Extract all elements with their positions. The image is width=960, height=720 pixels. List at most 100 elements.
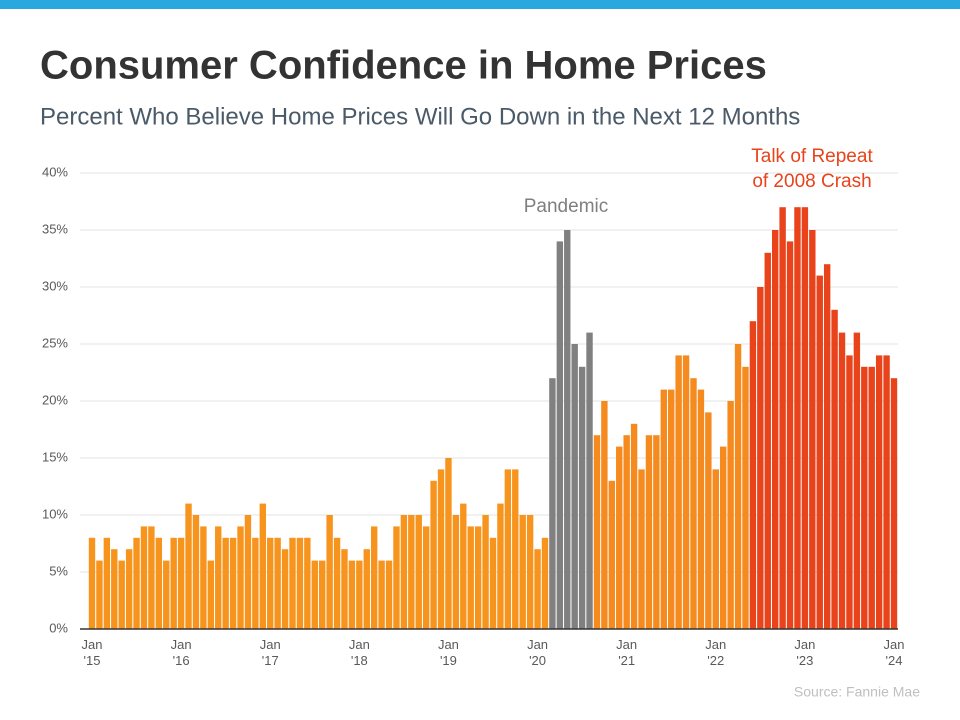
bar [460, 503, 467, 629]
chart-subtitle: Percent Who Believe Home Prices Will Go … [40, 103, 800, 130]
bar [356, 560, 363, 629]
bar [289, 537, 296, 629]
bar [267, 537, 274, 629]
bar [838, 332, 846, 629]
x-tick-label: Jan '19 [438, 637, 459, 668]
bar [883, 355, 890, 629]
x-tick-label: Jan '24 [884, 637, 905, 668]
bar [875, 355, 883, 629]
bar [519, 515, 526, 629]
chart-title: Consumer Confidence in Home Prices [40, 44, 767, 88]
bar [408, 515, 415, 629]
bar [229, 537, 237, 629]
bar [720, 446, 727, 629]
bar [742, 366, 749, 629]
bar [326, 515, 333, 629]
y-tick-label: 35% [42, 221, 68, 236]
bar [623, 435, 630, 629]
bar [400, 515, 408, 629]
bar [653, 435, 660, 629]
bar [88, 537, 96, 629]
y-tick-label: 0% [49, 620, 68, 635]
bar [378, 560, 385, 629]
bar [489, 537, 497, 629]
bar [541, 537, 549, 629]
x-tick-label: Jan '16 [171, 637, 192, 668]
bar [564, 230, 571, 629]
bar [177, 537, 185, 629]
bar [779, 207, 786, 629]
bar [764, 252, 771, 630]
bar [133, 537, 140, 629]
bar [207, 560, 215, 629]
bar [118, 560, 125, 629]
bar [809, 230, 816, 629]
bar [430, 480, 437, 629]
bar [608, 480, 616, 629]
bar [437, 469, 445, 629]
bar [259, 503, 266, 629]
bar [816, 275, 823, 629]
bar [415, 515, 422, 629]
bar [200, 526, 207, 629]
y-tick-label: 40% [42, 164, 68, 179]
bar [660, 389, 667, 629]
bar [385, 560, 393, 629]
bar [638, 469, 645, 629]
bar [868, 366, 875, 629]
bar [616, 446, 623, 629]
bar [125, 549, 133, 629]
bar [237, 526, 244, 629]
bar [348, 560, 356, 629]
bar [675, 355, 682, 629]
bar [578, 366, 586, 629]
annotation: of 2008 Crash [752, 171, 871, 192]
bar [727, 401, 734, 629]
bar [549, 378, 556, 629]
y-tick-label: 30% [42, 278, 68, 293]
x-tick-label: Jan '15 [82, 637, 103, 668]
bar [697, 389, 705, 629]
bar [668, 389, 675, 629]
bar [222, 537, 229, 629]
annotation: Pandemic [524, 196, 609, 217]
bar [831, 309, 838, 629]
bar [96, 560, 103, 629]
bar [281, 549, 289, 629]
bar [682, 355, 690, 629]
bar [861, 366, 868, 629]
bar [467, 526, 474, 629]
bar [497, 503, 504, 629]
bar [170, 537, 177, 629]
bar [319, 560, 326, 629]
bar [586, 332, 593, 629]
bar [363, 549, 370, 629]
bar [304, 537, 311, 629]
bar [601, 401, 608, 629]
bar [571, 344, 578, 629]
bar [690, 378, 697, 629]
bar [192, 515, 200, 629]
bar [422, 526, 430, 629]
bar [333, 537, 341, 629]
bar [890, 378, 898, 629]
bar [252, 537, 259, 629]
bar [274, 537, 281, 629]
bar [148, 526, 155, 629]
bar [512, 469, 519, 629]
bar [155, 537, 163, 629]
bar [163, 560, 170, 629]
bar [370, 526, 378, 629]
x-tick-label: Jan '22 [705, 637, 726, 668]
bar [630, 423, 638, 629]
bar [757, 287, 764, 629]
bar [801, 207, 809, 629]
x-tick-label: Jan '23 [794, 637, 815, 668]
bar [823, 264, 831, 629]
y-tick-label: 10% [42, 506, 68, 521]
bar [705, 412, 712, 629]
x-tick-label: Jan '17 [260, 637, 281, 668]
y-tick-label: 5% [49, 563, 68, 578]
x-tick-label: Jan '18 [349, 637, 370, 668]
